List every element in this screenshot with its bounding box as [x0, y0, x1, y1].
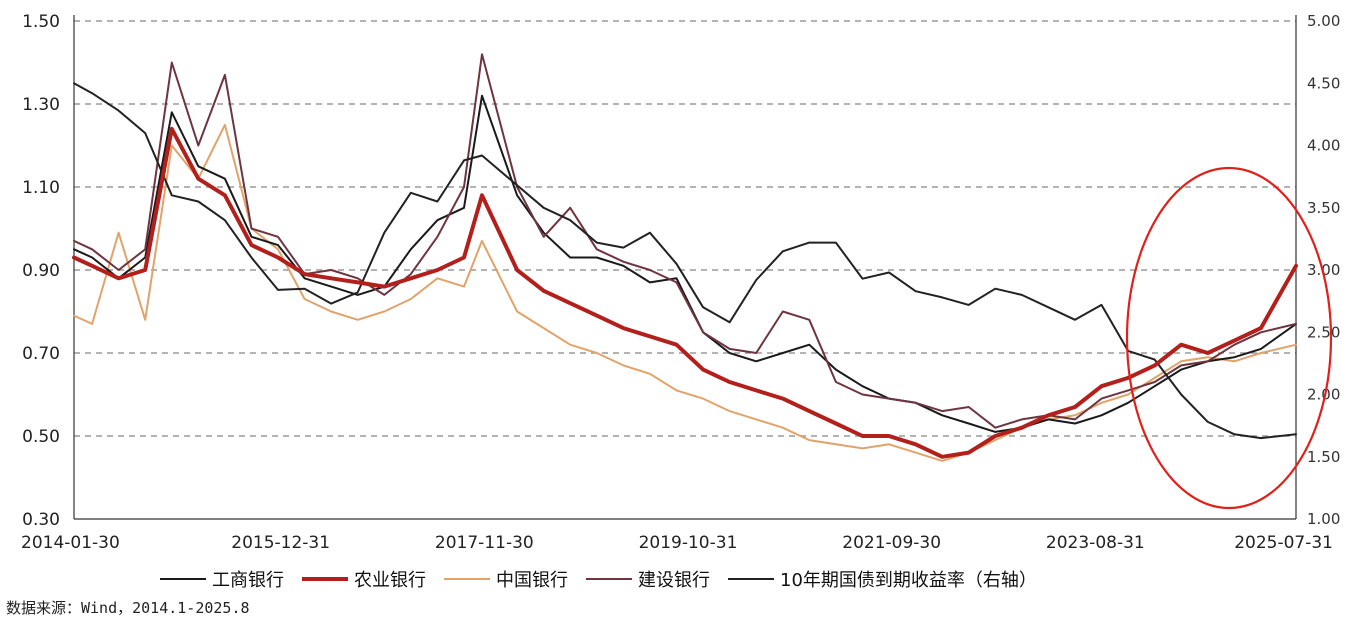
series-line: [73, 94, 1297, 433]
legend-label: 中国银行: [496, 570, 568, 591]
y-left-tick-label: 1.50: [22, 12, 60, 32]
x-tick-label: 2019-10-31: [639, 533, 738, 553]
grid: [74, 20, 1296, 437]
y-right-tick-label: 1.50: [1307, 448, 1340, 466]
y-left-tick-label: 0.30: [22, 510, 60, 530]
y-left-tick-label: 1.10: [22, 178, 60, 198]
legend-item: 10年期国债到期收益率（右轴）: [728, 566, 1037, 592]
legend-swatch: [160, 578, 206, 580]
legend-label: 10年期国债到期收益率（右轴）: [780, 570, 1037, 591]
x-tick-label: 2025-07-31: [1234, 533, 1333, 553]
y-right-tick-label: 5.00: [1307, 12, 1340, 30]
legend-item: 中国银行: [444, 566, 568, 592]
series-lines: [72, 53, 1298, 462]
legend-item: 农业银行: [302, 566, 426, 592]
legend-swatch: [302, 577, 348, 581]
y-right-tick-label: 4.50: [1307, 74, 1340, 92]
legend: 工商银行 农业银行 中国银行 建设银行 10年期国债到期收益率（右轴）: [160, 566, 1055, 592]
series-line: [73, 53, 1297, 429]
series-line: [72, 126, 1298, 459]
y-left-tick-label: 1.30: [22, 95, 60, 115]
x-tick-label: 2023-08-31: [1046, 533, 1145, 553]
highlight-ellipse: [1125, 166, 1333, 510]
y-left-tick-label: 0.50: [22, 427, 60, 447]
axes: [73, 15, 1297, 520]
y-right-tick-label: 2.50: [1307, 323, 1340, 341]
legend-item: 建设银行: [586, 566, 710, 592]
y-right-tick-label: 1.00: [1307, 510, 1340, 528]
legend-item: 工商银行: [160, 566, 284, 592]
series-line: [73, 82, 1297, 440]
legend-label: 工商银行: [212, 570, 284, 591]
legend-swatch: [586, 578, 632, 580]
tick-labels: 1.50 1.30 1.10 0.90 0.70 0.50 0.30 5.00 4.50 4.00…: [21, 12, 1340, 553]
legend-swatch: [728, 578, 774, 580]
y-right-tick-label: 4.00: [1307, 137, 1340, 155]
y-right-tick-label: 2.00: [1307, 386, 1340, 404]
x-tick-label: 2015-12-31: [231, 533, 330, 553]
legend-label: 农业银行: [354, 570, 426, 591]
x-tick-label: 2017-11-30: [435, 533, 534, 553]
x-tick-label: 2014-01-30: [21, 533, 120, 553]
legend-label: 建设银行: [638, 570, 710, 591]
y-left-tick-label: 0.70: [22, 344, 60, 364]
legend-swatch: [444, 578, 490, 580]
source-note: 数据来源：Wind，2014.1-2025.8: [6, 599, 250, 617]
chart-canvas: 1.50 1.30 1.10 0.90 0.70 0.50 0.30 5.00 4.50 4.00…: [21, 12, 1340, 553]
y-left-tick-label: 0.90: [22, 261, 60, 281]
y-right-tick-label: 3.00: [1307, 261, 1340, 279]
y-right-tick-label: 3.50: [1307, 199, 1340, 217]
x-tick-label: 2021-09-30: [842, 533, 941, 553]
